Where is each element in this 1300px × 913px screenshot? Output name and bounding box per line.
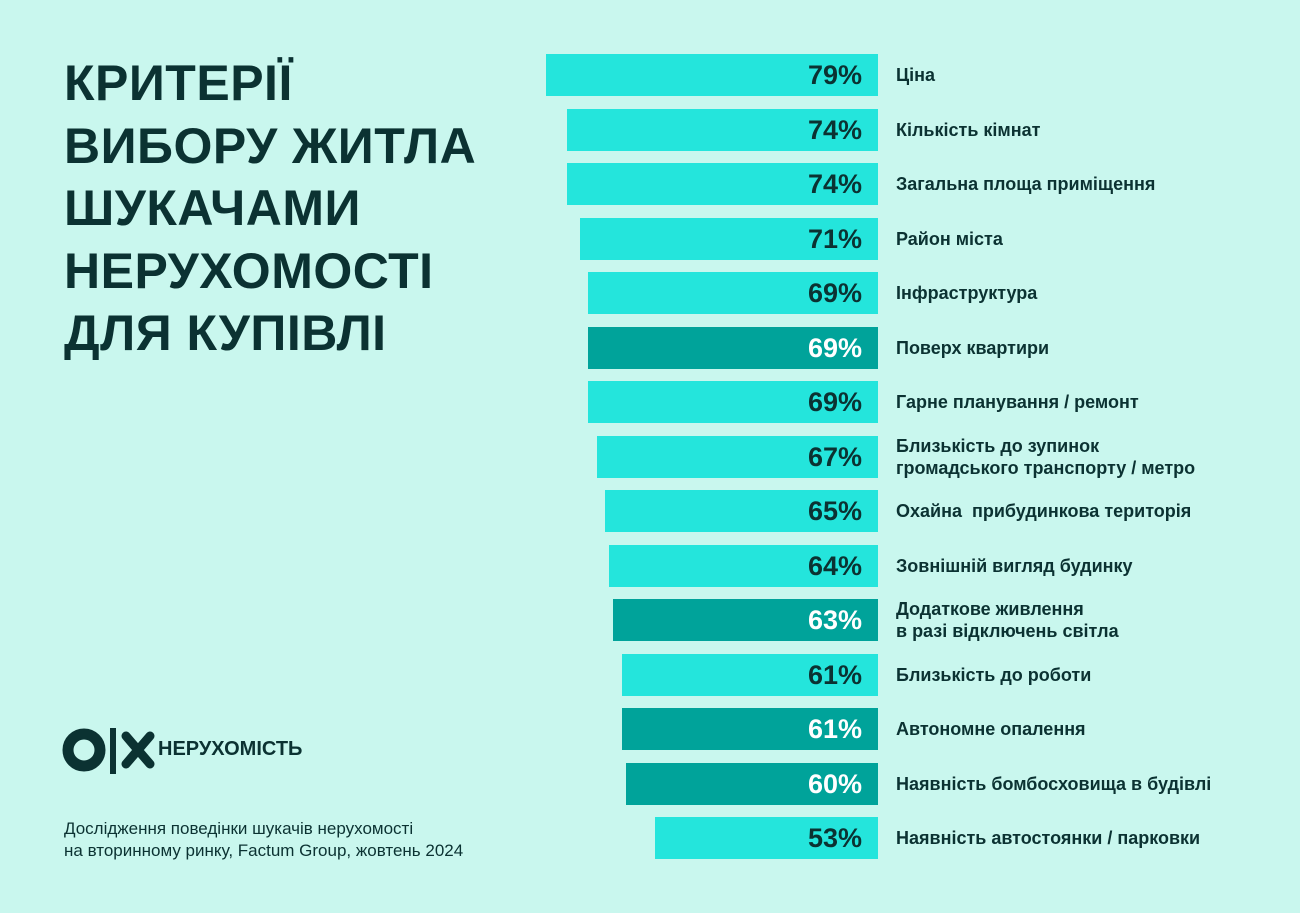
value-label: 64% <box>807 550 862 581</box>
category-label: Додаткове живлення в разі відключень сві… <box>896 599 1119 641</box>
category-label: Кількість кімнат <box>896 119 1041 140</box>
category-label: Наявність автостоянки / парковки <box>896 828 1201 848</box>
bar <box>605 490 878 532</box>
category-label: Близькість до зупинок громадського транс… <box>896 435 1196 478</box>
logo-o <box>62 728 106 772</box>
value-label: 71% <box>807 223 862 254</box>
source-line: Дослідження поведінки шукачів нерухомост… <box>64 819 414 838</box>
source: Дослідження поведінки шукачів нерухомост… <box>64 818 463 862</box>
bar <box>546 54 878 96</box>
logo-l <box>110 728 116 774</box>
bar <box>621 708 878 750</box>
value-label: 74% <box>807 169 862 199</box>
category-label: Ціна <box>896 65 936 85</box>
category-label: Гарне планування / ремонт <box>896 392 1139 412</box>
bar <box>579 217 878 260</box>
value-label: 69% <box>807 332 862 363</box>
value-label: 74% <box>807 114 862 145</box>
bar <box>609 544 878 587</box>
bar <box>596 435 878 478</box>
category-label: Близькість до роботи <box>896 664 1092 685</box>
bar <box>626 762 878 805</box>
bar <box>588 326 878 369</box>
value-label: 69% <box>807 278 862 308</box>
bar <box>588 381 878 423</box>
value-label: 61% <box>807 659 862 690</box>
bar <box>567 108 878 151</box>
category-label: Наявність бомбосховища в будівлі <box>896 773 1212 794</box>
category-label: Загальна площа приміщення <box>896 174 1156 194</box>
bar <box>613 599 878 641</box>
title-line: ШУКАЧАМИ <box>64 180 361 236</box>
value-label: 67% <box>807 441 862 472</box>
logo-x <box>121 731 155 769</box>
bar <box>621 653 878 696</box>
bar <box>588 272 878 314</box>
value-label: 60% <box>807 768 862 799</box>
category-label: Поверх квартири <box>896 337 1050 358</box>
source-line: на вторинному ринку, Factum Group, жовте… <box>64 841 464 860</box>
category-label: Район міста <box>896 228 1003 249</box>
logo-text: НЕРУХОМІСТЬ <box>158 738 303 760</box>
title-line: КРИТЕРІЇ <box>64 55 293 111</box>
title-line: ДЛЯ КУПІВЛІ <box>64 305 387 361</box>
category-label: Охайна прибудинкова територія <box>896 501 1192 521</box>
title-line: ВИБОРУ ЖИТЛА <box>64 117 477 174</box>
category-label: Автономне опалення <box>896 719 1086 739</box>
logo <box>62 728 155 774</box>
bar <box>567 163 878 205</box>
value-label: 61% <box>807 714 862 744</box>
chart-title: КРИТЕРІЇ ВИБОРУ ЖИТЛА ШУКАЧАМИ НЕРУХОМОСТІ Д… <box>64 52 476 365</box>
value-label: 53% <box>807 823 862 853</box>
title-line: НЕРУХОМОСТІ <box>64 242 434 299</box>
bar <box>655 817 878 859</box>
category-label: Зовнішній вигляд будинку <box>896 555 1133 576</box>
value-label: 79% <box>807 60 862 90</box>
value-label: 65% <box>807 496 862 526</box>
value-label: 63% <box>807 605 862 635</box>
category-label: Інфраструктура <box>896 283 1038 303</box>
value-label: 69% <box>807 387 862 417</box>
